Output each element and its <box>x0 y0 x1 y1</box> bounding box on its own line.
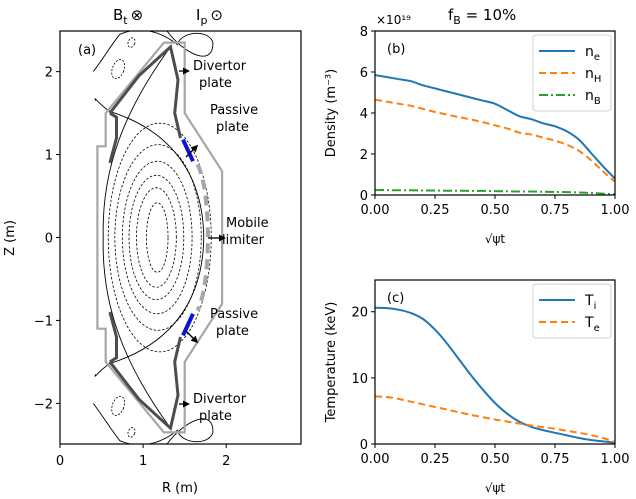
coil-ellipse-1 <box>127 37 136 48</box>
divertor-inner-upper <box>108 111 118 164</box>
annotation-passive-lower: Passive plate <box>210 307 258 339</box>
panel-b-series-n-h <box>374 98 616 183</box>
coil-loop-upper <box>166 31 214 57</box>
divertor-plate-upper <box>108 43 182 139</box>
arrow-head-icon <box>183 67 190 75</box>
coil-ellipse-3 <box>127 427 136 438</box>
arrow-head-icon <box>190 144 199 153</box>
outer-flux-upper <box>92 31 179 72</box>
passive-plate-upper <box>181 138 195 163</box>
panel-b-offset-text: ×10¹⁹ <box>376 13 411 27</box>
panel-a-xlabel: R (m) <box>162 481 198 496</box>
separatrix-inner <box>102 46 171 429</box>
flux-contour-3 <box>128 174 185 301</box>
panel-c-legend-label-t-i: Ti <box>584 293 596 312</box>
panel-b-series-n-e <box>374 74 616 180</box>
divertor-inner-lower <box>108 311 118 364</box>
bt-label: Bt ⊗ <box>113 6 143 27</box>
panel-a-ytick-label: −2 <box>34 397 53 412</box>
panel-b-legend-label-n-b: nB <box>585 88 601 107</box>
arrow-head-icon <box>190 335 199 344</box>
panel-b-density: (b) ×10¹⁹ 0.00 0.25 0.50 0.75 1.00 0 2 4 6 8 ne nH… <box>324 13 629 246</box>
panel-b-xtick-label: 0.25 <box>421 203 450 218</box>
panel-b-ytick-label: 0 <box>360 189 368 204</box>
flux-contour-0 <box>107 122 212 353</box>
panel-c-xtick-label: 1.00 <box>601 452 630 467</box>
panel-c-tag: (c) <box>387 291 404 306</box>
panel-c-ytick-label: 0 <box>360 438 368 453</box>
panel-a-ytick-label: −1 <box>34 314 53 329</box>
panel-c-legend-label-t-e: Te <box>584 315 600 334</box>
panel-c-legend-box <box>532 283 612 339</box>
flux-contour-4 <box>136 187 177 288</box>
panel-b-xtick-label: 0.00 <box>361 203 390 218</box>
separatrix-leg-upper <box>94 98 111 112</box>
panel-c-xtick-label: 0.75 <box>541 452 570 467</box>
panel-b-xlabel: √ψt <box>485 232 506 246</box>
outer-flux-lower <box>92 403 179 444</box>
vessel-wall <box>96 41 224 434</box>
panel-c-xtick-label: 0.25 <box>421 452 450 467</box>
panel-b-legend-label-n-h: nH <box>585 66 601 85</box>
panel-c-xlabel: √ψt <box>485 481 506 495</box>
panel-c-series-t-e <box>374 395 616 443</box>
panel-b-ytick-label: 2 <box>360 148 368 163</box>
coil-ellipse-0 <box>111 59 126 80</box>
annotation-divertor-upper: Divertor plate <box>193 59 247 91</box>
panel-b-xtick-label: 0.50 <box>481 203 510 218</box>
panel-a-ytick-label: 0 <box>45 232 53 247</box>
panel-b-series-n-b <box>374 189 616 196</box>
arrow-head-icon <box>183 400 190 408</box>
panel-b-ylabel: Density (m⁻³) <box>324 69 339 157</box>
panel-c-ylabel: Temperature (keV) <box>324 302 339 424</box>
panel-b-ytick-label: 6 <box>360 66 368 81</box>
divertor-plate-lower <box>108 336 182 432</box>
separatrix-leg-lower <box>94 363 111 377</box>
arrow-head-icon <box>219 234 226 242</box>
panel-a-xtick-label: 2 <box>222 454 230 469</box>
panel-b-tag: (b) <box>387 42 405 57</box>
panel-a-ylabel: Z (m) <box>3 220 18 256</box>
panel-b-ytick-label: 8 <box>360 25 368 40</box>
panel-b-xtick-label: 1.00 <box>601 203 630 218</box>
annotation-passive-upper: Passive plate <box>210 103 258 135</box>
panel-c-ytick-label: 20 <box>351 306 368 321</box>
coil-ellipse-2 <box>111 395 126 416</box>
panel-a-xtick-label: 1 <box>139 454 147 469</box>
flux-contour-5 <box>145 202 169 273</box>
panel-b-ytick-label: 4 <box>360 107 368 122</box>
separatrix-outer <box>109 111 205 364</box>
fb-label: fB = 10% <box>448 6 516 27</box>
mobile-limiter <box>195 163 210 312</box>
panel-c-temperature: (c) 0.00 0.25 0.50 0.75 1.00 0 10 20 Ti Te √ψt T… <box>324 279 630 495</box>
panel-c-series-t-i <box>374 306 616 444</box>
panel-c-xtick-label: 0.00 <box>361 452 390 467</box>
panel-a-xtick-label: 0 <box>56 454 64 469</box>
panel-b-xtick-label: 0.75 <box>541 203 570 218</box>
panel-c-ytick-label: 10 <box>351 372 368 387</box>
annotation-divertor-lower: Divertor plate <box>193 392 247 424</box>
panel-a-ytick-label: 2 <box>45 66 53 81</box>
panel-b-legend-label-n-e: ne <box>585 44 600 63</box>
panel-a-frame <box>59 30 302 445</box>
coil-loop-lower <box>166 418 214 444</box>
flux-contour-2 <box>121 160 193 315</box>
panel-a-ytick-label: 1 <box>45 149 53 164</box>
ip-label: Ip ⊙ <box>196 6 223 27</box>
panel-c-xtick-label: 0.50 <box>481 452 510 467</box>
passive-plate-lower <box>181 312 195 337</box>
annotation-mobile-middle: Mobile limiter <box>222 216 269 248</box>
panel-a-tag: (a) <box>78 43 96 58</box>
flux-contour-1 <box>114 144 202 331</box>
panel-a-cross-section: (a) 0 1 2 2 1 0 −1 −2 Divertor plate Passive plate… <box>3 30 302 496</box>
